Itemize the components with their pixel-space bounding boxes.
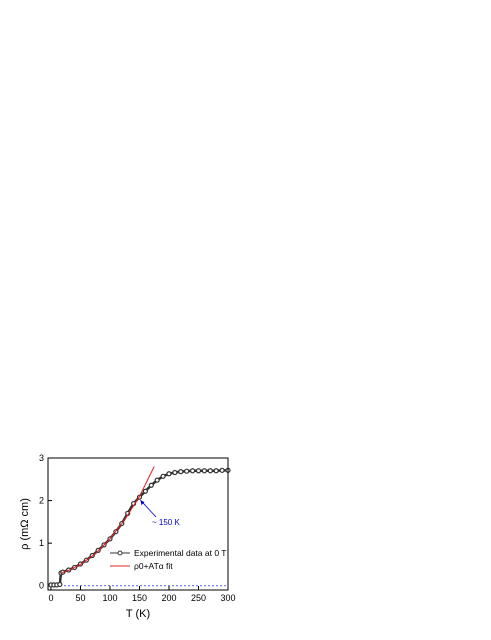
legend-marker [117, 550, 123, 556]
x-tick-label: 100 [102, 593, 117, 603]
x-tick-label: 0 [48, 593, 53, 603]
annotation: ~ 150 K [152, 518, 180, 527]
data-point [201, 468, 207, 474]
arrow-head [140, 500, 145, 506]
y-tick-label: 3 [39, 453, 44, 463]
data-point [189, 468, 196, 474]
data-point [172, 469, 178, 476]
data-point [184, 468, 190, 474]
data-point [160, 473, 166, 479]
data-point [166, 471, 172, 477]
series-line [60, 466, 155, 574]
data-point [148, 482, 154, 488]
y-tick-label: 1 [39, 538, 44, 548]
data-point [57, 581, 63, 588]
data-point [207, 468, 213, 474]
data-point [219, 467, 225, 473]
data-point [154, 477, 160, 483]
x-tick-label: 250 [191, 593, 206, 603]
x-axis-label: T (K) [126, 608, 150, 620]
data-point [213, 468, 219, 474]
x-tick-label: 50 [75, 593, 85, 603]
data-point [195, 468, 202, 474]
x-tick-label: 200 [161, 593, 176, 603]
legend-label: Experimental data at 0 T [134, 548, 226, 558]
data-point [178, 469, 184, 475]
legend-label: ρ0+ATα fit [134, 561, 173, 571]
plot-frame [47, 457, 229, 591]
x-tick-label: 300 [220, 593, 235, 603]
y-tick-label: 0 [39, 581, 44, 591]
y-axis-label: ρ (mΩ cm) [19, 498, 31, 550]
x-tick-label: 150 [132, 593, 147, 603]
y-tick-label: 2 [39, 496, 44, 506]
data-point [142, 488, 148, 494]
